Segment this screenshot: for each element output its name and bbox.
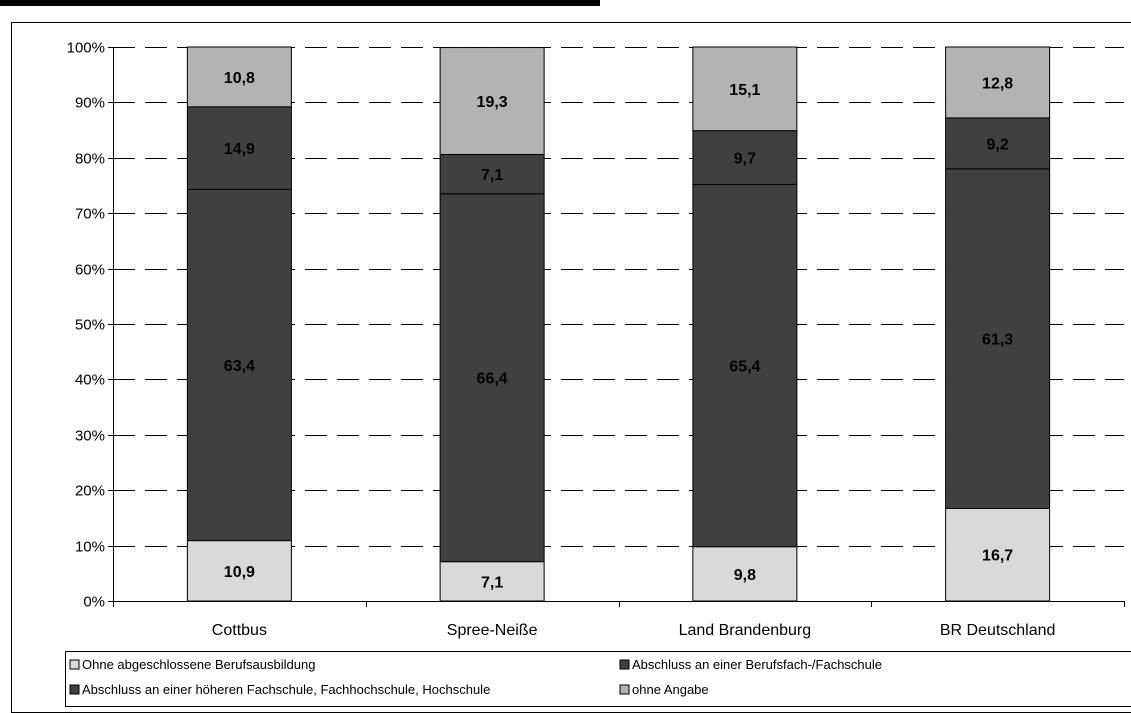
y-tick-label: 80% <box>75 151 105 168</box>
legend-label: ohne Angabe <box>632 682 709 697</box>
x-tick-label: Cottbus <box>212 622 267 639</box>
legend-label: Abschluss an einer Berufsfach-/Fachschul… <box>632 657 882 672</box>
y-tick-label: 90% <box>75 95 105 112</box>
data-label: 12,8 <box>982 75 1013 92</box>
bar-segment <box>439 153 545 195</box>
data-label: 66,4 <box>477 371 508 388</box>
bar-segment <box>692 130 798 185</box>
data-label: 9,8 <box>734 567 756 584</box>
data-label: 63,4 <box>224 358 255 375</box>
data-label: 9,2 <box>987 136 1009 153</box>
x-tick-label: Spree-Neiße <box>447 622 538 639</box>
bar-segment <box>186 106 292 190</box>
legend-label: Abschluss an einer höheren Fachschule, F… <box>82 682 490 697</box>
y-tick-label: 10% <box>75 539 105 556</box>
x-tick-label: BR Deutschland <box>940 622 1056 639</box>
cropped-heading <box>0 0 600 6</box>
bar-segment <box>692 546 798 602</box>
y-tick-label: 50% <box>75 317 105 334</box>
legend: Ohne abgeschlossene Berufsausbildung Absc… <box>65 651 1131 707</box>
data-label: 14,9 <box>224 141 255 158</box>
legend-swatch <box>69 659 80 670</box>
bar-segment <box>945 507 1051 602</box>
bar-segment <box>945 46 1051 119</box>
data-label: 10,9 <box>224 564 255 581</box>
data-label: 9,7 <box>734 151 756 168</box>
legend-box <box>65 651 1131 707</box>
data-label: 65,4 <box>729 359 760 376</box>
y-tick-label: 0% <box>83 594 105 611</box>
data-labels: 10,9 63,4 14,9 10,8 7,1 66,4 7,1 19,3 9,8 65,4 9,7… <box>224 70 1013 591</box>
bar-segment <box>186 46 292 108</box>
data-label: 7,1 <box>481 574 503 591</box>
data-label: 19,3 <box>477 94 508 111</box>
data-label: 7,1 <box>481 167 503 184</box>
data-label: 15,1 <box>729 82 760 99</box>
bar-segment <box>439 561 545 602</box>
bars <box>186 46 1051 602</box>
bar-segment <box>692 46 798 132</box>
data-label: 10,8 <box>224 70 255 87</box>
y-tick-label: 100% <box>67 40 105 57</box>
data-label: 16,7 <box>982 548 1013 565</box>
legend-label: Ohne abgeschlossene Berufsausbildung <box>82 657 315 672</box>
legend-swatch <box>619 659 630 670</box>
bar-segment <box>439 193 545 563</box>
y-tick-label: 60% <box>75 262 105 279</box>
y-tick-label: 40% <box>75 372 105 389</box>
x-tick-label: Land Brandenburg <box>679 622 812 639</box>
data-label: 61,3 <box>982 332 1013 349</box>
y-tick-label: 70% <box>75 206 105 223</box>
bar-segment <box>439 47 545 155</box>
legend-swatch <box>619 684 630 695</box>
bar-segment <box>945 168 1051 509</box>
bar-segment <box>186 540 292 602</box>
bar-segment <box>186 188 292 542</box>
bar-segment <box>692 183 798 548</box>
y-tick-label: 30% <box>75 428 105 445</box>
legend-swatch <box>69 684 80 695</box>
bar-segment <box>945 117 1051 170</box>
axes: 0% 10% 20% 30% 40% 50% 60% 70% 80% 90% 100% Cottbus… <box>67 40 1125 639</box>
y-tick-label: 20% <box>75 483 105 500</box>
